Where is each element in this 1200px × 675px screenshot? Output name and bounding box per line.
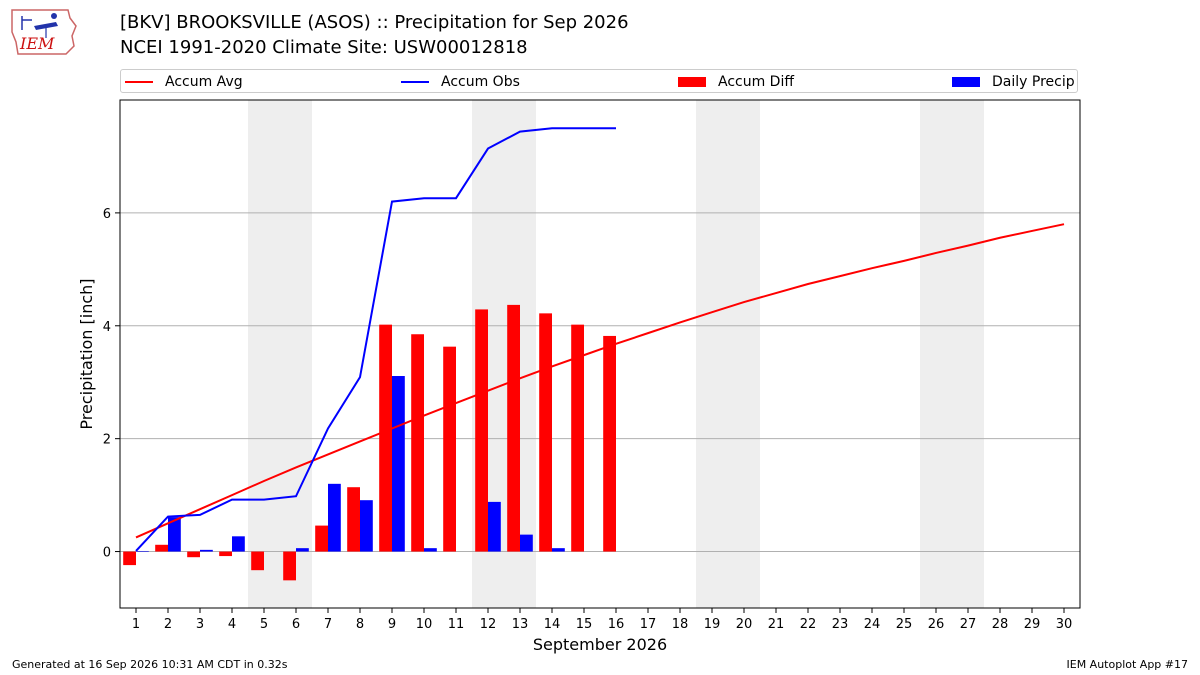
legend-item-accum-diff: Accum Diff	[678, 73, 794, 91]
x-tick-label: 4	[228, 617, 236, 632]
accum-diff-bar	[347, 487, 360, 552]
legend-swatch-accum-diff	[678, 77, 706, 87]
footer-app: IEM Autoplot App #17	[1066, 658, 1189, 671]
x-tick-label: 15	[576, 617, 593, 632]
daily-precip-bar	[200, 549, 213, 552]
x-tick-label: 28	[992, 617, 1009, 632]
x-tick-label: 17	[640, 617, 657, 632]
y-tick-label: 2	[103, 433, 111, 448]
accum-diff-bar	[283, 551, 296, 581]
x-tick-label: 14	[544, 617, 561, 632]
accum-diff-bar	[443, 346, 456, 552]
x-tick-label: 9	[388, 617, 396, 632]
footer-generated: Generated at 16 Sep 2026 10:31 AM CDT in…	[12, 658, 288, 671]
x-tick-label: 18	[672, 617, 689, 632]
daily-precip-bar	[488, 501, 501, 552]
x-tick-label: 19	[704, 617, 721, 632]
x-tick-label: 8	[356, 617, 364, 632]
x-tick-label: 13	[512, 617, 529, 632]
x-tick-label: 23	[832, 617, 849, 632]
accum-diff-bar	[571, 324, 584, 552]
chart-title: [BKV] BROOKSVILLE (ASOS) :: Precipitatio…	[120, 12, 629, 33]
x-tick-label: 5	[260, 617, 268, 632]
y-axis-label: Precipitation [inch]	[77, 278, 96, 429]
svg-text:IEM: IEM	[19, 34, 55, 53]
daily-precip-bar	[360, 500, 373, 552]
x-tick-label: 1	[132, 617, 140, 632]
x-tick-label: 12	[480, 617, 497, 632]
legend-label: Accum Obs	[441, 74, 520, 90]
x-tick-label: 6	[292, 617, 300, 632]
accum-diff-bar	[379, 324, 392, 552]
x-tick-label: 29	[1024, 617, 1041, 632]
y-tick-label: 0	[103, 546, 111, 561]
accum-diff-bar	[507, 304, 520, 552]
x-tick-label: 27	[960, 617, 977, 632]
legend-item-accum-avg: Accum Avg	[125, 73, 243, 91]
x-tick-label: 2	[164, 617, 172, 632]
daily-precip-bar	[136, 550, 149, 552]
legend-item-accum-obs: Accum Obs	[401, 73, 520, 91]
accum-diff-bar	[475, 309, 488, 552]
weekend-shade	[696, 100, 760, 608]
accum-avg-line	[135, 223, 1065, 539]
accum-diff-bar	[219, 551, 232, 557]
legend-item-daily-precip: Daily Precip	[952, 73, 1075, 91]
accum-diff-bar	[603, 335, 616, 552]
legend-label: Daily Precip	[992, 74, 1075, 90]
plot-frame	[119, 99, 1081, 609]
legend-label: Accum Diff	[718, 74, 795, 90]
accum-diff-bar	[187, 551, 200, 558]
legend-label: Accum Avg	[165, 74, 243, 90]
x-tick-label: 10	[416, 617, 433, 632]
daily-precip-bar	[552, 548, 565, 552]
daily-precip-bar	[296, 548, 309, 552]
daily-precip-bar	[328, 483, 341, 552]
legend-swatch-daily-precip	[952, 77, 980, 87]
legend: Accum Avg Accum Obs Accum Diff Daily Pre…	[120, 69, 1078, 93]
weekend-shade	[248, 100, 312, 608]
legend-swatch-accum-obs	[401, 81, 429, 83]
x-tick-label: 30	[1056, 617, 1073, 632]
x-tick-label: 3	[196, 617, 204, 632]
y-tick-label: 4	[103, 320, 111, 335]
accum-diff-bar	[539, 313, 552, 552]
x-axis-label: September 2026	[533, 635, 667, 654]
x-tick-label: 16	[608, 617, 625, 632]
x-tick-label: 25	[896, 617, 913, 632]
legend-swatch-accum-avg	[125, 81, 153, 83]
daily-precip-bar	[232, 536, 245, 552]
x-tick-label: 20	[736, 617, 753, 632]
accum-diff-bar	[315, 525, 328, 552]
x-tick-label: 11	[448, 617, 465, 632]
accum-diff-bar	[411, 334, 424, 552]
iem-logo: IEM	[8, 6, 80, 58]
x-tick-label: 7	[324, 617, 332, 632]
daily-precip-bar	[520, 534, 533, 552]
accum-obs-line	[135, 127, 616, 552]
accum-diff-bar	[155, 544, 168, 552]
accum-diff-bar	[123, 551, 136, 566]
weekend-shade	[920, 100, 984, 608]
daily-precip-bar	[392, 376, 405, 552]
y-tick-label: 6	[103, 207, 111, 222]
chart-subtitle: NCEI 1991-2020 Climate Site: USW00012818	[120, 37, 528, 58]
x-tick-label: 26	[928, 617, 945, 632]
daily-precip-bar	[168, 517, 181, 552]
x-tick-label: 22	[800, 617, 817, 632]
x-tick-label: 24	[864, 617, 881, 632]
x-tick-label: 21	[768, 617, 785, 632]
accum-diff-bar	[251, 551, 264, 571]
daily-precip-bar	[424, 548, 437, 552]
